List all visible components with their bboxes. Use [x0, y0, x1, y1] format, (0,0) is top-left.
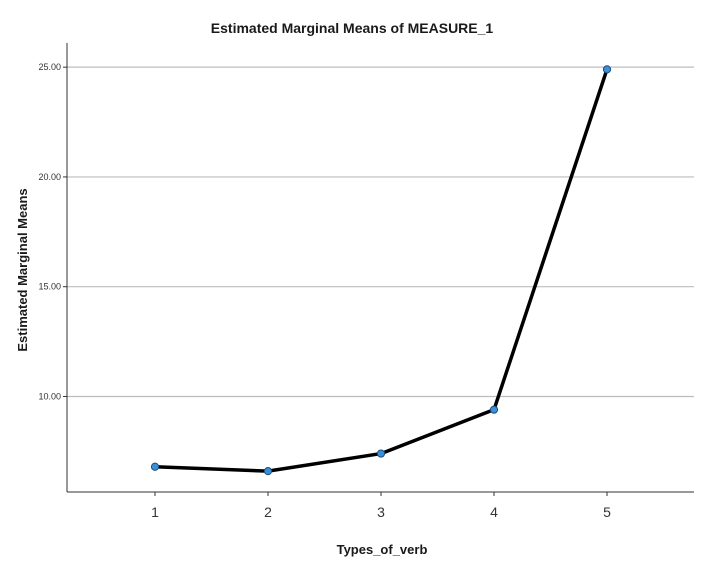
x-tick-label: 1: [151, 504, 159, 520]
data-point: [602, 65, 612, 74]
y-tick-label: 25.00: [38, 62, 61, 72]
y-axis-label: Estimated Marginal Means: [15, 188, 30, 351]
y-tick-label: 20.00: [38, 172, 61, 182]
x-tick-label: 2: [264, 504, 272, 520]
y-axis-ticks: 10.00 15.00 20.00 25.00: [38, 62, 67, 401]
x-axis-ticks: 1 2 3 4 5: [151, 492, 611, 520]
x-tick-label: 4: [490, 504, 498, 520]
data-point: [489, 405, 499, 414]
x-axis-label: Types_of_verb: [337, 542, 428, 557]
y-tick-label: 15.00: [38, 282, 61, 292]
chart-title: Estimated Marginal Means of MEASURE_1: [211, 20, 494, 36]
data-point: [150, 462, 160, 471]
data-point: [263, 467, 273, 476]
x-tick-label: 5: [603, 504, 611, 520]
series-line: [153, 67, 609, 473]
axes: [66, 43, 694, 493]
y-tick-label: 10.00: [38, 391, 61, 401]
gridlines: [67, 66, 694, 398]
series: [150, 65, 612, 476]
data-point: [376, 449, 386, 458]
x-tick-label: 3: [377, 504, 385, 520]
